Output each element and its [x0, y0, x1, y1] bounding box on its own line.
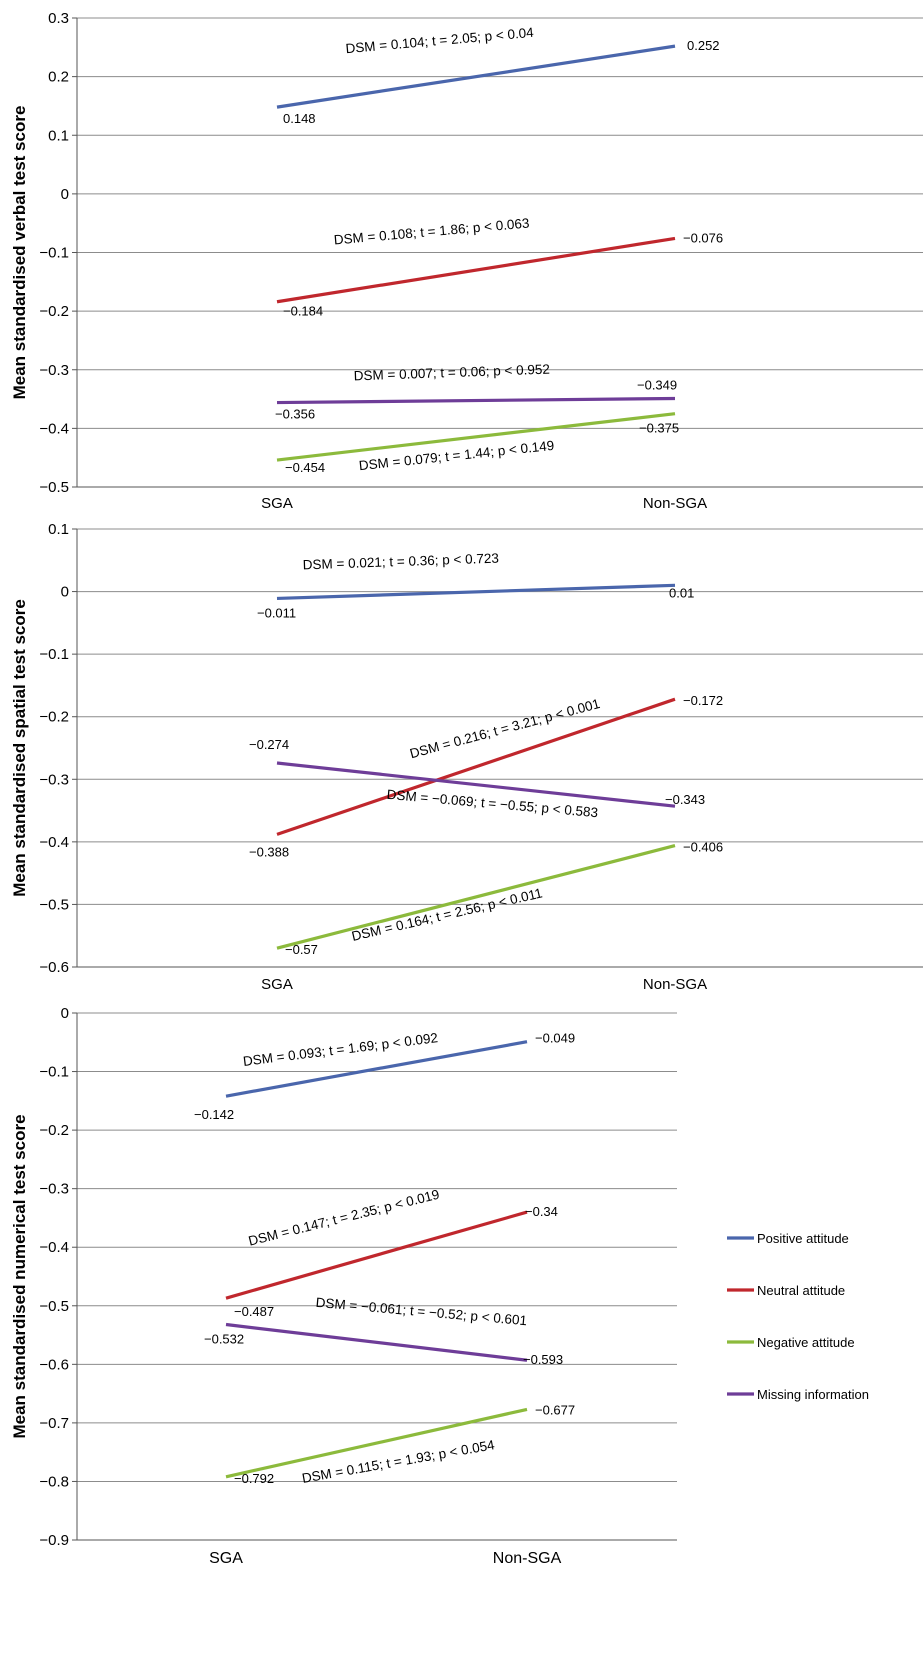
- x-tick-label: SGA: [209, 1550, 243, 1567]
- data-label: −0.34: [525, 1204, 558, 1219]
- data-label: −0.375: [639, 421, 679, 436]
- x-tick-label: SGA: [261, 976, 293, 993]
- verbal-score-chart: 0.3 0.2 0.1 0 −0.1 −0.2 −0.3 −0.4 −0.5 SGA Non-SGA…: [10, 10, 923, 512]
- neutral-significance-annotation: DSM = 0.108; t = 1.86; p < 0.063: [333, 215, 530, 247]
- data-label: −0.274: [249, 737, 289, 752]
- y-tick-label: −0.9: [39, 1532, 69, 1549]
- missing-significance-annotation: DSM = 0.007; t = 0.06; p < 0.952: [354, 362, 551, 384]
- positive-series-line: [276, 44, 676, 109]
- data-label: −0.487: [234, 1304, 274, 1319]
- data-label: −0.011: [257, 605, 296, 620]
- negative-series-line: [225, 1407, 528, 1479]
- neutral-series-line: [225, 1210, 528, 1300]
- data-label: −0.184: [283, 304, 323, 319]
- y-axis-title: Mean standardised spatial test score: [10, 599, 29, 897]
- data-label: −0.076: [683, 230, 723, 245]
- y-axis-title: Mean standardised numerical test score: [10, 1114, 29, 1438]
- y-tick-label: −0.4: [39, 420, 69, 437]
- y-tick-label: −0.8: [39, 1473, 69, 1490]
- y-tick-label: −0.5: [39, 896, 69, 913]
- x-tick-label: Non-SGA: [643, 976, 707, 993]
- data-label: −0.792: [234, 1471, 274, 1486]
- negative-series-line: [276, 412, 676, 462]
- data-label: −0.593: [523, 1352, 563, 1367]
- data-label: −0.343: [665, 792, 705, 807]
- positive-series-line: [276, 583, 676, 601]
- data-label: −0.532: [204, 1332, 244, 1347]
- data-label: −0.172: [683, 693, 723, 708]
- data-label: −0.454: [285, 460, 325, 475]
- y-tick-label: 0.1: [48, 521, 69, 538]
- data-label: −0.356: [275, 407, 315, 422]
- y-tick-label: 0: [61, 1005, 69, 1022]
- missing-legend-label: Missing information: [757, 1387, 869, 1402]
- y-tick-label: −0.4: [39, 834, 69, 851]
- negative-legend-label: Negative attitude: [757, 1335, 855, 1350]
- x-tick-label: Non-SGA: [643, 495, 707, 512]
- data-label: −0.406: [683, 840, 723, 855]
- x-tick-label: Non-SGA: [493, 1550, 562, 1567]
- missing-series-line: [276, 761, 676, 808]
- y-axis-title: Mean standardised verbal test score: [10, 106, 29, 400]
- missing-significance-annotation: DSM = −0.061; t = −0.52; p < 0.601: [315, 1295, 528, 1328]
- y-tick-label: −0.3: [39, 1181, 69, 1198]
- data-label: 0.252: [687, 38, 720, 53]
- y-tick-label: −0.7: [39, 1415, 69, 1432]
- negative-significance-annotation: DSM = 0.115; t = 1.93; p < 0.054: [301, 1437, 496, 1486]
- data-label: 0.148: [283, 111, 316, 126]
- y-tick-label: −0.4: [39, 1239, 69, 1256]
- y-tick-label: −0.2: [39, 709, 69, 726]
- missing-series-line: [276, 396, 676, 405]
- y-tick-label: −0.3: [39, 771, 69, 788]
- missing-significance-annotation: DSM = −0.069; t = −0.55; p < 0.583: [386, 787, 599, 820]
- y-tick-label: −0.1: [39, 1064, 69, 1081]
- y-tick-label: −0.3: [39, 362, 69, 379]
- negative-significance-annotation: DSM = 0.079; t = 1.44; p < 0.149: [358, 438, 555, 473]
- negative-significance-annotation: DSM = 0.164; t = 2.56; p < 0.011: [350, 885, 544, 944]
- x-tick-label: SGA: [261, 495, 293, 512]
- neutral-series-line: [276, 697, 676, 836]
- data-label: −0.142: [194, 1107, 234, 1122]
- y-tick-label: 0: [61, 584, 69, 601]
- y-tick-label: 0.2: [48, 69, 69, 86]
- positive-significance-annotation: DSM = 0.104; t = 2.05; p < 0.04: [345, 25, 535, 56]
- y-tick-label: −0.1: [39, 646, 69, 663]
- y-tick-label: 0: [61, 186, 69, 203]
- y-tick-label: −0.5: [39, 1298, 69, 1315]
- positive-significance-annotation: DSM = 0.021; t = 0.36; p < 0.723: [303, 551, 500, 573]
- data-label: −0.388: [249, 844, 289, 859]
- data-label: −0.677: [535, 1402, 575, 1417]
- y-tick-label: 0.3: [48, 10, 69, 27]
- data-label: −0.349: [637, 377, 677, 392]
- spatial-score-chart: 0.1 0 −0.1 −0.2 −0.3 −0.4 −0.5 −0.6 SGA Non-SGA Me…: [10, 521, 923, 993]
- neutral-legend-label: Neutral attitude: [757, 1283, 845, 1298]
- y-tick-label: −0.5: [39, 479, 69, 496]
- data-label: −0.57: [285, 942, 318, 957]
- neutral-significance-annotation: DSM = 0.216; t = 3.21; p < 0.001: [408, 696, 601, 761]
- neutral-significance-annotation: DSM = 0.147; t = 2.35; p < 0.019: [247, 1187, 441, 1249]
- missing-series-line: [225, 1322, 528, 1362]
- y-tick-label: −0.2: [39, 1122, 69, 1139]
- y-tick-label: −0.2: [39, 303, 69, 320]
- y-tick-label: −0.6: [39, 959, 69, 976]
- positive-legend-label: Positive attitude: [757, 1231, 849, 1246]
- chart-legend: Positive attitude Neutral attitude Negativ…: [727, 1231, 869, 1402]
- negative-series-line: [276, 844, 676, 950]
- data-label: 0.01: [669, 585, 694, 600]
- numerical-score-chart: 0 −0.1 −0.2 −0.3 −0.4 −0.5 −0.6 −0.7 −0.8 −0.9 SGA…: [10, 1005, 677, 1567]
- data-label: −0.049: [535, 1031, 575, 1046]
- neutral-series-line: [276, 236, 676, 304]
- y-tick-label: −0.6: [39, 1356, 69, 1373]
- y-tick-label: −0.1: [39, 245, 69, 262]
- positive-series-line: [225, 1040, 528, 1098]
- y-tick-label: 0.1: [48, 127, 69, 144]
